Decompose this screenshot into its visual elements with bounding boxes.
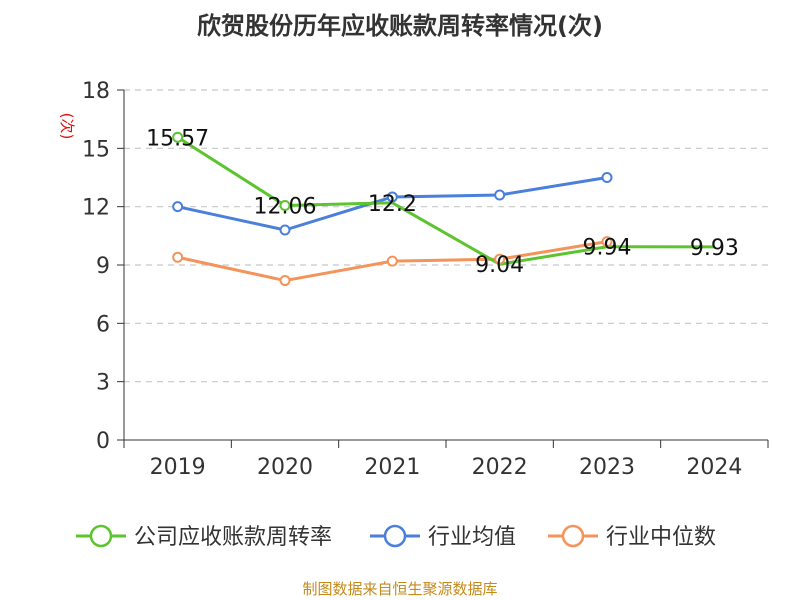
legend-marker <box>383 524 407 548</box>
data-point <box>279 224 291 236</box>
legend-label: 行业均值 <box>428 525 516 550</box>
data-point <box>601 172 613 183</box>
series-markers <box>172 131 613 287</box>
data-label: 12.06 <box>254 195 317 220</box>
source-note: 制图数据来自恒生聚源数据库 <box>302 580 497 598</box>
y-tick-label: 18 <box>82 79 110 104</box>
axes: 0 3 6 9 12 15 18 2019 2020 2021 2022 2023 2024 <box>82 79 769 480</box>
y-axis-unit: (次) <box>58 113 76 140</box>
data-point <box>494 189 506 201</box>
data-point <box>172 251 184 263</box>
data-point <box>279 200 291 211</box>
data-point <box>172 201 184 213</box>
legend-marker <box>561 524 585 548</box>
data-point <box>172 131 184 143</box>
chart-title: 欣贺股份历年应收账款周转率情况(次) <box>197 12 603 40</box>
data-label: 9.93 <box>690 236 739 261</box>
legend-label: 行业中位数 <box>606 525 716 550</box>
data-point <box>601 236 613 248</box>
x-tick-label: 2019 <box>150 455 206 480</box>
data-point <box>386 191 398 203</box>
data-point <box>386 255 398 267</box>
data-label: 12.2 <box>368 192 417 217</box>
y-tick-label: 3 <box>96 371 110 396</box>
y-tick-label: 6 <box>96 312 110 337</box>
data-point <box>494 253 506 265</box>
x-tick-label: 2024 <box>686 455 742 480</box>
series-line-0 <box>176 135 715 266</box>
data-label: 15.57 <box>146 126 209 151</box>
data-point <box>279 275 291 287</box>
grid-lines <box>124 89 768 383</box>
data-label: 9.04 <box>475 253 524 278</box>
x-tick-label: 2020 <box>257 455 313 480</box>
x-tick-label: 2023 <box>579 455 635 480</box>
y-tick-label: 12 <box>82 196 110 221</box>
x-tick-label: 2022 <box>472 455 528 480</box>
y-tick-label: 0 <box>96 429 110 454</box>
legend-marker <box>89 524 113 548</box>
y-tick-label: 15 <box>82 137 110 162</box>
y-tick-label: 9 <box>96 254 110 279</box>
legend: 公司应收账款周转率 行业均值 行业中位数 <box>76 524 716 550</box>
legend-label: 公司应收账款周转率 <box>134 525 332 550</box>
data-label: 9.94 <box>583 236 632 261</box>
data-labels: 15.57 12.06 12.2 9.04 9.94 9.93 <box>146 126 739 278</box>
x-tick-label: 2021 <box>364 455 420 480</box>
